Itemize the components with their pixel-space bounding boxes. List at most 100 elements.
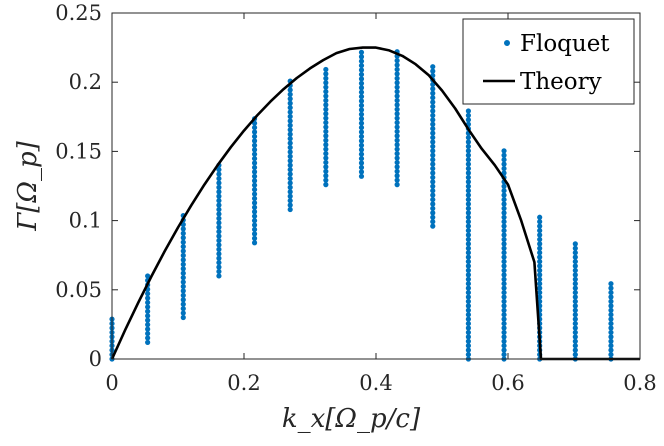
- floquet-point: [572, 347, 578, 353]
- floquet-point: [394, 62, 400, 68]
- floquet-point: [430, 121, 436, 127]
- floquet-point: [323, 115, 329, 121]
- floquet-point: [358, 102, 365, 109]
- floquet-point: [251, 218, 258, 224]
- floquet-point: [180, 270, 186, 276]
- floquet-point: [501, 312, 507, 318]
- floquet-point: [501, 157, 507, 163]
- floquet-point: [323, 120, 329, 126]
- floquet-point: [394, 133, 400, 139]
- floquet-point: [572, 285, 578, 291]
- y-tick-label: 0.15: [55, 139, 102, 163]
- floquet-point: [216, 202, 222, 208]
- floquet-point: [430, 161, 436, 167]
- floquet-point: [216, 246, 222, 252]
- floquet-point: [251, 169, 258, 175]
- floquet-point: [180, 292, 186, 298]
- floquet-point: [145, 273, 151, 279]
- floquet-point: [608, 351, 614, 358]
- floquet-point: [251, 151, 258, 157]
- floquet-point: [608, 320, 614, 327]
- y-tick-label: 0.05: [55, 278, 102, 302]
- floquet-point: [501, 272, 507, 278]
- y-ticks: 0 0.05 0.1 0.15 0.2 0.25: [55, 1, 640, 371]
- floquet-point: [180, 283, 186, 290]
- floquet-point: [180, 257, 186, 263]
- floquet-point: [287, 167, 293, 173]
- floquet-point: [608, 285, 614, 291]
- floquet-point: [501, 241, 507, 247]
- floquet-point: [251, 124, 258, 131]
- floquet-point: [465, 139, 471, 145]
- floquet-point: [180, 244, 186, 250]
- floquet-point: [608, 298, 614, 305]
- floquet-point: [430, 223, 436, 229]
- floquet-point: [394, 146, 400, 152]
- floquet-point: [501, 165, 507, 172]
- floquet-point: [430, 183, 436, 189]
- floquet-point: [323, 137, 329, 143]
- floquet-point: [430, 210, 436, 216]
- floquet-point: [465, 210, 471, 216]
- floquet-point: [251, 173, 258, 179]
- floquet-point: [430, 157, 436, 163]
- floquet-point: [145, 335, 151, 341]
- floquet-point: [394, 155, 400, 161]
- floquet-point: [465, 312, 471, 318]
- floquet-point: [465, 241, 471, 247]
- floquet-point: [358, 164, 365, 171]
- floquet-point: [465, 320, 471, 327]
- floquet-point: [216, 224, 222, 230]
- floquet-point: [430, 174, 436, 181]
- floquet-point: [608, 325, 614, 331]
- floquet-point: [287, 105, 293, 111]
- floquet-point: [501, 148, 507, 154]
- floquet-point: [430, 201, 436, 207]
- floquet-point: [145, 339, 151, 345]
- floquet-point: [287, 118, 293, 124]
- floquet-point: [323, 142, 329, 148]
- floquet-point: [323, 97, 329, 104]
- legend-theory-label: Theory: [520, 69, 602, 95]
- floquet-point: [180, 226, 186, 232]
- floquet-point: [501, 196, 507, 203]
- floquet-point: [465, 316, 471, 322]
- floquet-point: [430, 214, 436, 220]
- floquet-point: [537, 285, 543, 291]
- floquet-point: [323, 93, 329, 99]
- floquet-point: [430, 126, 436, 132]
- floquet-point: [572, 289, 578, 296]
- floquet-point: [465, 250, 471, 256]
- floquet-point: [572, 250, 578, 256]
- floquet-point: [287, 175, 293, 182]
- y-tick-label: 0: [89, 347, 102, 371]
- floquet-point: [572, 338, 578, 344]
- floquet-point: [394, 124, 400, 130]
- floquet-point: [465, 294, 471, 300]
- floquet-point: [572, 312, 578, 318]
- floquet-point: [180, 235, 186, 241]
- floquet-point: [501, 219, 507, 225]
- floquet-point: [287, 144, 293, 151]
- floquet-point: [394, 151, 400, 157]
- floquet-point: [465, 263, 471, 269]
- floquet-point: [358, 142, 365, 148]
- floquet-point: [216, 229, 222, 235]
- floquet-point: [251, 182, 258, 188]
- floquet-point: [394, 84, 400, 90]
- floquet-point: [608, 343, 614, 349]
- floquet-point: [287, 149, 293, 155]
- floquet-point: [572, 276, 578, 282]
- floquet-point: [287, 202, 293, 208]
- floquet-point: [430, 205, 436, 212]
- floquet-point: [394, 120, 400, 126]
- floquet-point: [608, 281, 614, 287]
- floquet-point: [430, 192, 436, 198]
- floquet-point: [251, 186, 258, 193]
- floquet-point: [180, 266, 186, 272]
- floquet-point: [465, 183, 471, 189]
- floquet-point: [358, 151, 365, 157]
- x-tick-label: 0.4: [359, 371, 392, 395]
- floquet-point: [501, 250, 507, 256]
- floquet-point: [501, 316, 507, 322]
